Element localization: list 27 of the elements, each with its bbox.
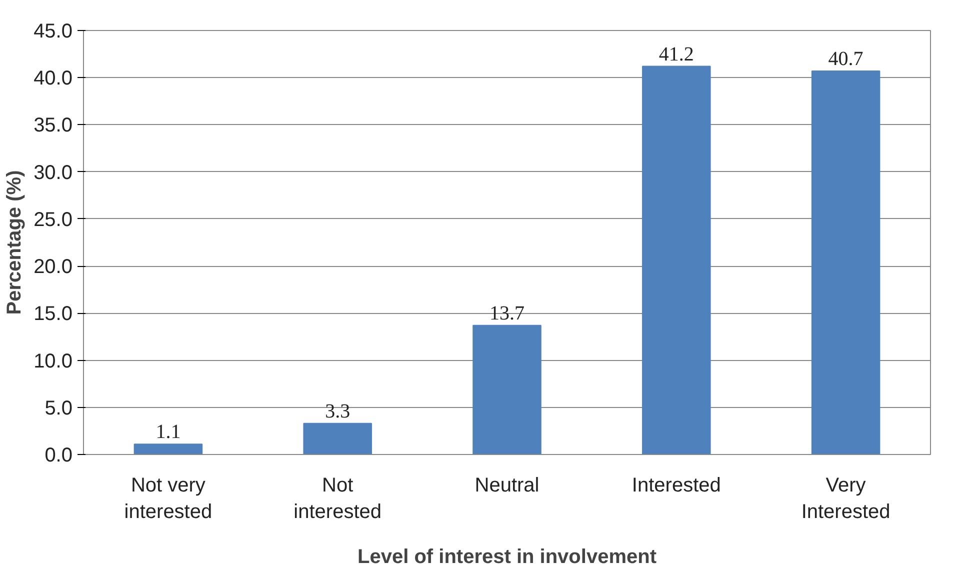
y-tick-label: 35.0 bbox=[34, 114, 73, 137]
y-tick-label: 15.0 bbox=[34, 303, 73, 326]
data-label: 40.7 bbox=[828, 48, 864, 70]
x-tick-label: Very Interested bbox=[801, 474, 890, 523]
x-tick-label: Interested bbox=[632, 474, 721, 496]
y-tick-label: 45.0 bbox=[34, 20, 73, 42]
bar bbox=[303, 422, 372, 454]
data-label: 3.3 bbox=[325, 400, 350, 422]
bar bbox=[472, 324, 542, 454]
bar bbox=[134, 444, 203, 454]
x-tick-label: Not very interested bbox=[124, 474, 212, 523]
y-tick-label: 0.0 bbox=[44, 444, 73, 466]
data-label: 41.2 bbox=[658, 43, 694, 66]
x-tick-label: Not interested bbox=[294, 474, 382, 523]
y-tick-label: 10.0 bbox=[34, 350, 73, 372]
y-tick-label: 5.0 bbox=[44, 397, 73, 420]
data-label: 1.1 bbox=[156, 421, 181, 444]
y-axis-title: Percentage (%) bbox=[4, 170, 26, 315]
bar bbox=[811, 70, 880, 454]
data-label: 13.7 bbox=[490, 302, 524, 324]
y-tick-label: 40.0 bbox=[34, 68, 73, 90]
y-tick-label: 25.0 bbox=[34, 208, 73, 231]
x-tick-label: Neutral bbox=[474, 474, 540, 496]
y-tick-label: 30.0 bbox=[34, 162, 73, 184]
y-tick-label: 20.0 bbox=[34, 256, 73, 278]
x-axis-title: Level of interest in involvement bbox=[358, 546, 657, 568]
bar bbox=[642, 66, 711, 454]
